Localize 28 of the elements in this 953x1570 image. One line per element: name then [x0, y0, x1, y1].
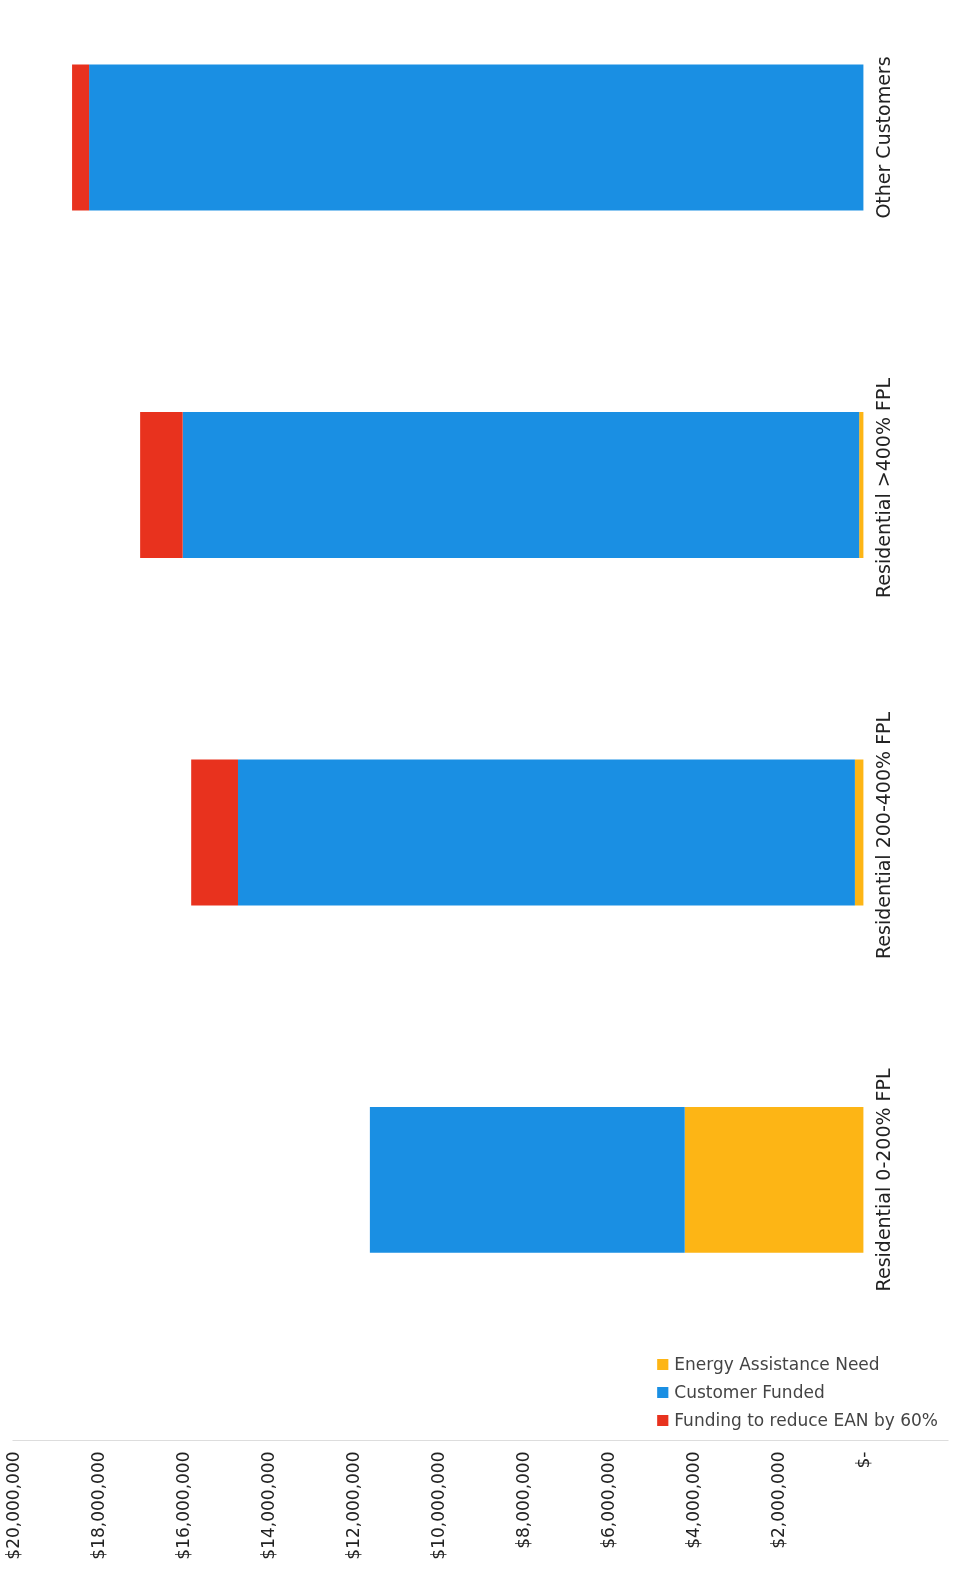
bar [369, 1106, 685, 1253]
x-tick-label: $8,000,000 [513, 1451, 534, 1549]
x-tick-label: $20,000,000 [2, 1451, 23, 1560]
bar [854, 759, 864, 906]
legend-label: Funding to reduce EAN by 60% [674, 1410, 938, 1430]
x-tick-label: $12,000,000 [342, 1451, 363, 1560]
bar [684, 1106, 864, 1253]
bar [140, 412, 183, 558]
legend-label: Energy Assistance Need [674, 1354, 880, 1374]
x-tick-label: $6,000,000 [598, 1451, 619, 1549]
bar [191, 759, 238, 906]
x-tick-label: $18,000,000 [87, 1451, 108, 1560]
bar [72, 64, 90, 211]
bar [182, 412, 860, 558]
y-tick-label: Residential 200-400% FPL [871, 711, 894, 960]
y-tick-label: Other Customers [871, 56, 894, 219]
bar [859, 412, 864, 558]
legend-label: Customer Funded [674, 1382, 825, 1402]
bar [237, 759, 855, 906]
x-tick-label: $10,000,000 [427, 1451, 448, 1560]
y-tick-label: Residential 0-200% FPL [871, 1068, 894, 1292]
x-tick-label: $4,000,000 [683, 1451, 704, 1549]
x-tick-label: $16,000,000 [172, 1451, 193, 1560]
x-tick-label: $14,000,000 [257, 1451, 278, 1560]
y-tick-label: Residential >400% FPL [871, 377, 894, 598]
x-tick-label: $2,000,000 [768, 1451, 789, 1549]
bar [89, 64, 864, 211]
x-tick-label: $- [853, 1451, 874, 1469]
